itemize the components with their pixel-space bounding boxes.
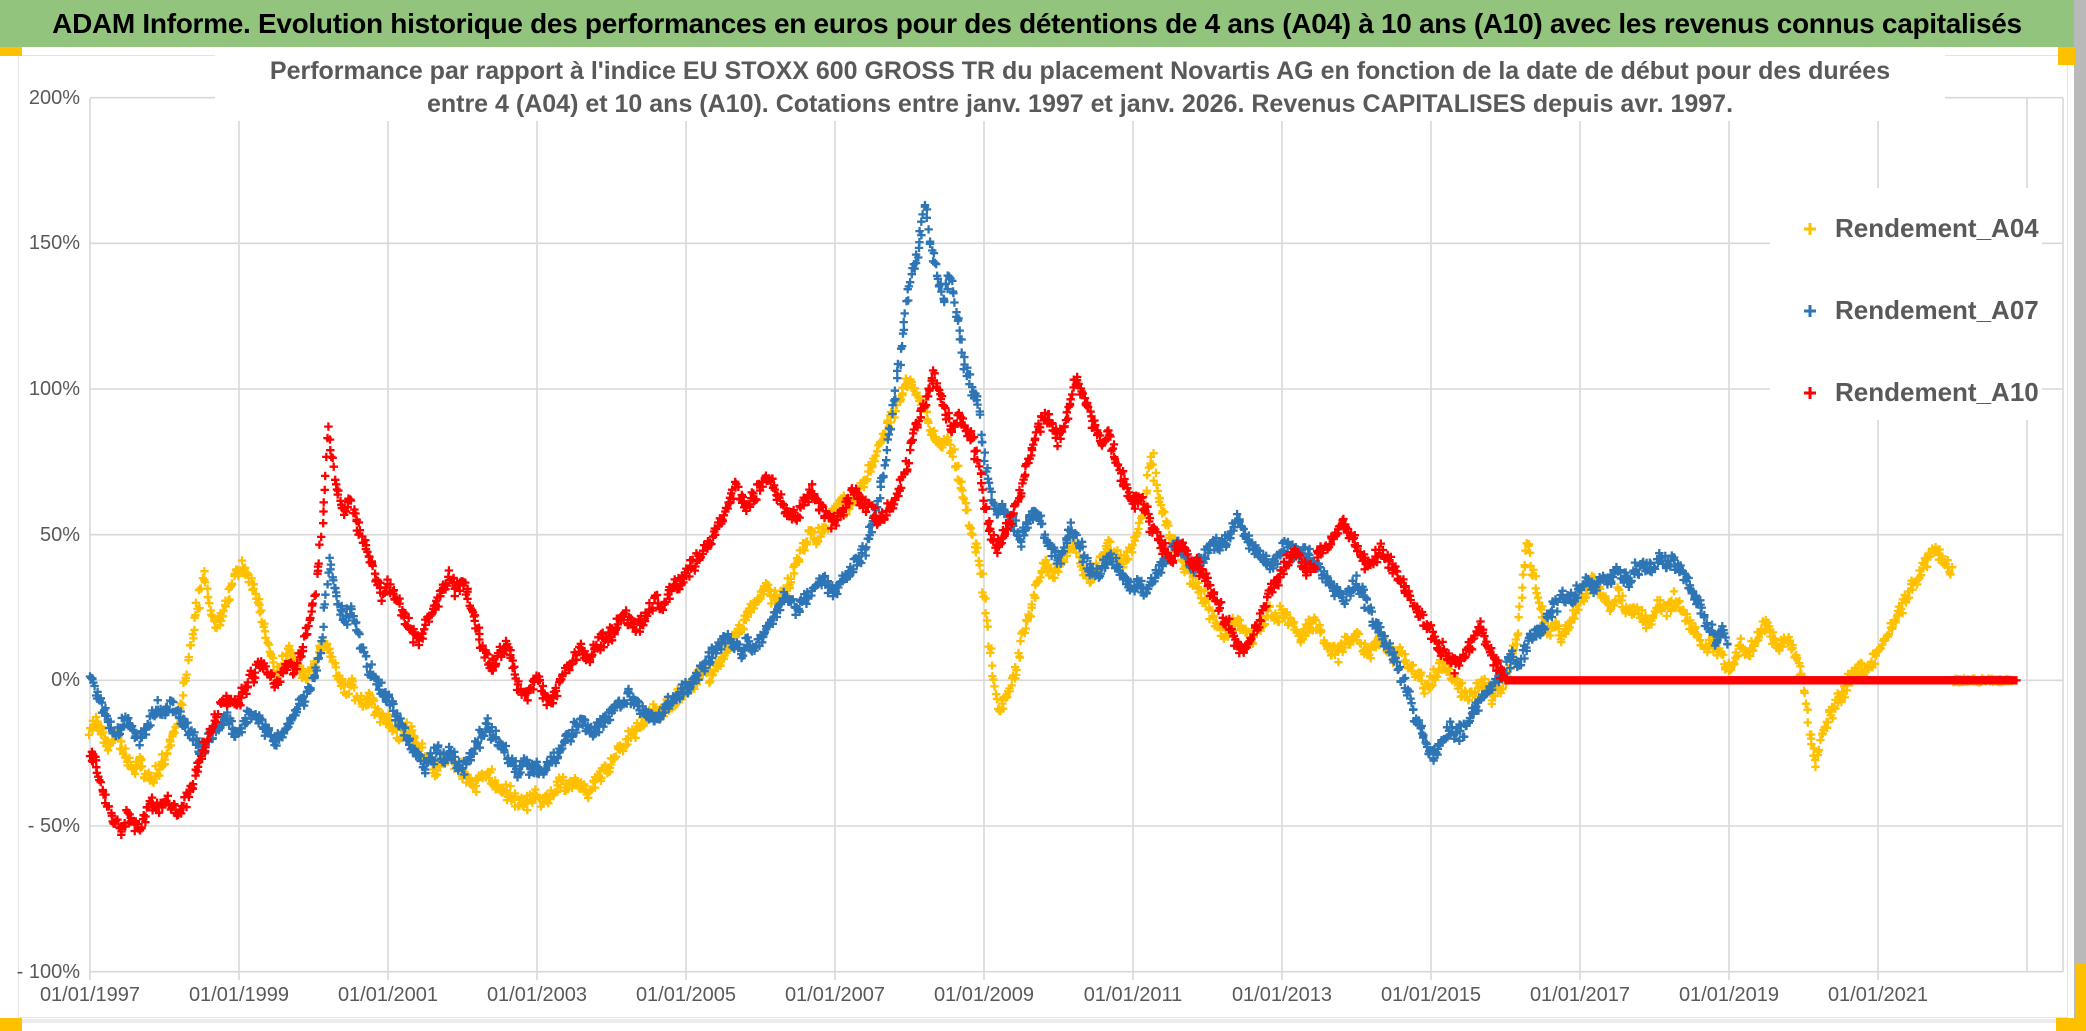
- corner-accent-bottom-right-vertical: [2076, 964, 2086, 1031]
- legend-marker-plus-icon: [1804, 386, 1816, 399]
- x-axis-label-2021: 01/01/2021: [1827, 984, 1929, 1006]
- y-axis-label-200: 200%: [28, 87, 80, 109]
- x-axis-label-2011: 01/01/2011: [1083, 984, 1183, 1006]
- legend-label: Rendement_A10: [1835, 377, 2039, 407]
- legend-item-Rendement_A07[interactable]: Rendement_A07: [1800, 295, 2042, 325]
- bottom-edge-line: [0, 1019, 2086, 1023]
- x-axis-label-2013: 01/01/2013: [1231, 984, 1333, 1006]
- x-axis-label-2003: 01/01/2003: [486, 984, 588, 1006]
- x-axis-label-2007: 01/01/2007: [784, 984, 886, 1006]
- legend-label: Rendement_A04: [1835, 213, 2039, 243]
- corner-accent-bottom-left: [0, 1018, 22, 1031]
- x-axis-label-2001: 01/01/2001: [337, 984, 439, 1006]
- chart-title-line2: entre 4 (A04) et 10 ans (A10). Cotations…: [426, 90, 1734, 118]
- x-axis-label-2009: 01/01/2009: [933, 984, 1035, 1006]
- chart-title: Performance par rapport à l'indice EU ST…: [215, 55, 1945, 121]
- legend-marker-plus-icon: [1804, 304, 1816, 317]
- corner-accent-bottom-right-horizontal: [2056, 1018, 2086, 1031]
- legend-item-Rendement_A04[interactable]: Rendement_A04: [1800, 213, 2042, 243]
- series-Rendement_A10[interactable]: [85, 366, 2021, 839]
- y-axis-label-50: 50%: [39, 524, 80, 546]
- window-edge-strip: [2074, 0, 2086, 1031]
- corner-accent-top-left: [0, 47, 22, 56]
- corner-accent-top-right: [2058, 47, 2075, 65]
- x-axis-label-2005: 01/01/2005: [635, 984, 737, 1006]
- x-axis-label-2019: 01/01/2019: [1678, 984, 1780, 1006]
- x-axis-label-1997: 01/01/1997: [39, 984, 141, 1006]
- x-axis-label-1999: 01/01/1999: [188, 984, 290, 1006]
- y-axis-label-150: 150%: [28, 232, 80, 254]
- header-bar: ADAM Informe. Evolution historique des p…: [0, 0, 2074, 47]
- legend-item-Rendement_A10[interactable]: Rendement_A10: [1800, 377, 2042, 407]
- series-Rendement_A07[interactable]: [85, 200, 2017, 782]
- legend-label: Rendement_A07: [1835, 295, 2039, 325]
- x-axis-label-2017: 01/01/2017: [1529, 984, 1631, 1006]
- y-axis-label-0: 0%: [51, 669, 80, 691]
- y-axis-label--50: - 50%: [27, 815, 80, 837]
- header-title: ADAM Informe. Evolution historique des p…: [52, 7, 2022, 39]
- y-axis-label-100: 100%: [28, 378, 80, 400]
- series-Rendement_A04[interactable]: [84, 374, 2017, 815]
- x-axis-label-2015: 01/01/2015: [1380, 984, 1482, 1006]
- scatter-series: [84, 200, 2021, 839]
- y-axis-label--100: - 100%: [16, 961, 80, 983]
- legend: Rendement_A04 Rendement_A07 Rendement_A10: [1770, 188, 2042, 420]
- chart-title-line1: Performance par rapport à l'indice EU ST…: [269, 57, 1891, 85]
- legend-marker-plus-icon: [1804, 222, 1816, 235]
